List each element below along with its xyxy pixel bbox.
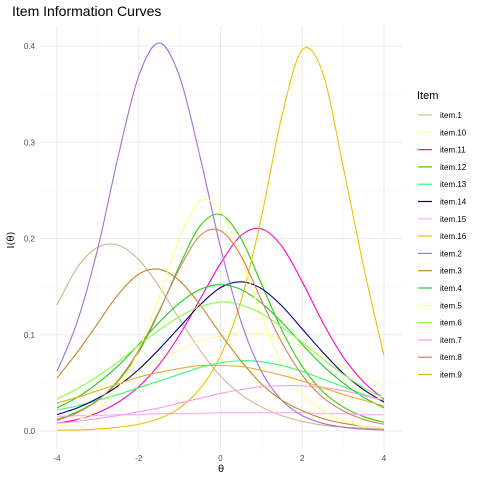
x-tick-label: 2	[300, 454, 305, 463]
legend-label: item.9	[440, 371, 462, 380]
legend-label: item.15	[440, 215, 467, 224]
legend-label: item.14	[440, 198, 467, 207]
legend-label: item.5	[440, 301, 462, 310]
series-line-item-8	[56, 228, 385, 425]
x-tick-label: 4	[382, 454, 387, 463]
y-tick-label: 0.3	[24, 138, 36, 147]
series-line-item-5	[56, 198, 385, 429]
x-tick-label: 0	[218, 454, 223, 463]
series-line-item-6	[56, 301, 385, 400]
legend-label: item.1	[440, 111, 462, 120]
chart-title: Item Information Curves	[12, 3, 161, 19]
x-axis-label: θ	[218, 464, 224, 475]
x-tick-label: -2	[135, 454, 143, 463]
series-line-item-14	[56, 281, 385, 416]
x-tick-label: -4	[53, 454, 61, 463]
chart-series-lines	[56, 42, 385, 431]
y-tick-label: 0.1	[24, 331, 36, 340]
series-line-item-16	[56, 47, 385, 431]
series-line-item-7	[56, 385, 385, 424]
y-axis-label: I(θ)	[6, 231, 17, 248]
y-tick-label: 0.2	[24, 235, 36, 244]
legend-label: item.4	[440, 284, 462, 293]
legend-label: item.11	[440, 146, 466, 155]
series-line-item-3	[56, 268, 385, 429]
legend: Item item.1 item.10 item.11 item.12 item.13 i…	[417, 90, 467, 380]
legend-label: item.12	[440, 163, 467, 172]
series-line-item-2	[56, 42, 385, 431]
legend-label: item.16	[440, 232, 467, 241]
series-line-item-4	[56, 284, 385, 409]
legend-label: item.8	[440, 353, 462, 362]
legend-title: Item	[417, 90, 438, 102]
x-axis-ticks: -4 -2 0 2 4	[53, 454, 386, 463]
y-tick-label: 0.0	[24, 427, 36, 436]
series-line-item-13	[56, 360, 385, 411]
legend-label: item.6	[440, 319, 462, 328]
series-line-item-1	[56, 243, 385, 430]
legend-label: item.7	[440, 336, 462, 345]
legend-label: item.2	[440, 249, 462, 258]
chart-gridlines	[40, 26, 402, 450]
series-line-item-11	[56, 227, 385, 424]
legend-label: item.3	[440, 267, 462, 276]
series-line-item-9	[56, 364, 385, 407]
legend-label: item.13	[440, 180, 467, 189]
y-axis-ticks: 0.0 0.1 0.2 0.3 0.4	[24, 42, 36, 436]
y-tick-label: 0.4	[24, 42, 36, 51]
legend-label: item.10	[440, 128, 467, 137]
